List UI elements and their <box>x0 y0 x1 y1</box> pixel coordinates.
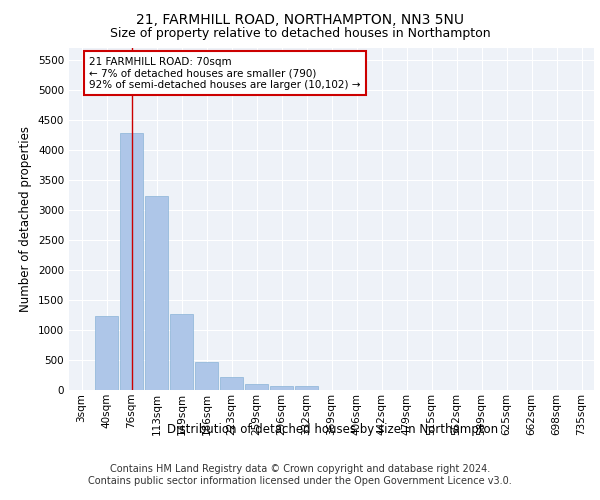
Bar <box>170 314 193 390</box>
Text: Distribution of detached houses by size in Northampton: Distribution of detached houses by size … <box>167 422 499 436</box>
Text: Size of property relative to detached houses in Northampton: Size of property relative to detached ho… <box>110 28 490 40</box>
Text: 21 FARMHILL ROAD: 70sqm
← 7% of detached houses are smaller (790)
92% of semi-de: 21 FARMHILL ROAD: 70sqm ← 7% of detached… <box>89 56 361 90</box>
Bar <box>270 386 293 390</box>
Text: 21, FARMHILL ROAD, NORTHAMPTON, NN3 5NU: 21, FARMHILL ROAD, NORTHAMPTON, NN3 5NU <box>136 12 464 26</box>
Bar <box>145 196 168 390</box>
Bar <box>295 386 318 390</box>
Bar <box>245 384 268 390</box>
Bar <box>220 377 243 390</box>
Y-axis label: Number of detached properties: Number of detached properties <box>19 126 32 312</box>
Text: Contains public sector information licensed under the Open Government Licence v3: Contains public sector information licen… <box>88 476 512 486</box>
Bar <box>120 133 143 390</box>
Bar <box>195 362 218 390</box>
Text: Contains HM Land Registry data © Crown copyright and database right 2024.: Contains HM Land Registry data © Crown c… <box>110 464 490 474</box>
Bar <box>95 316 118 390</box>
